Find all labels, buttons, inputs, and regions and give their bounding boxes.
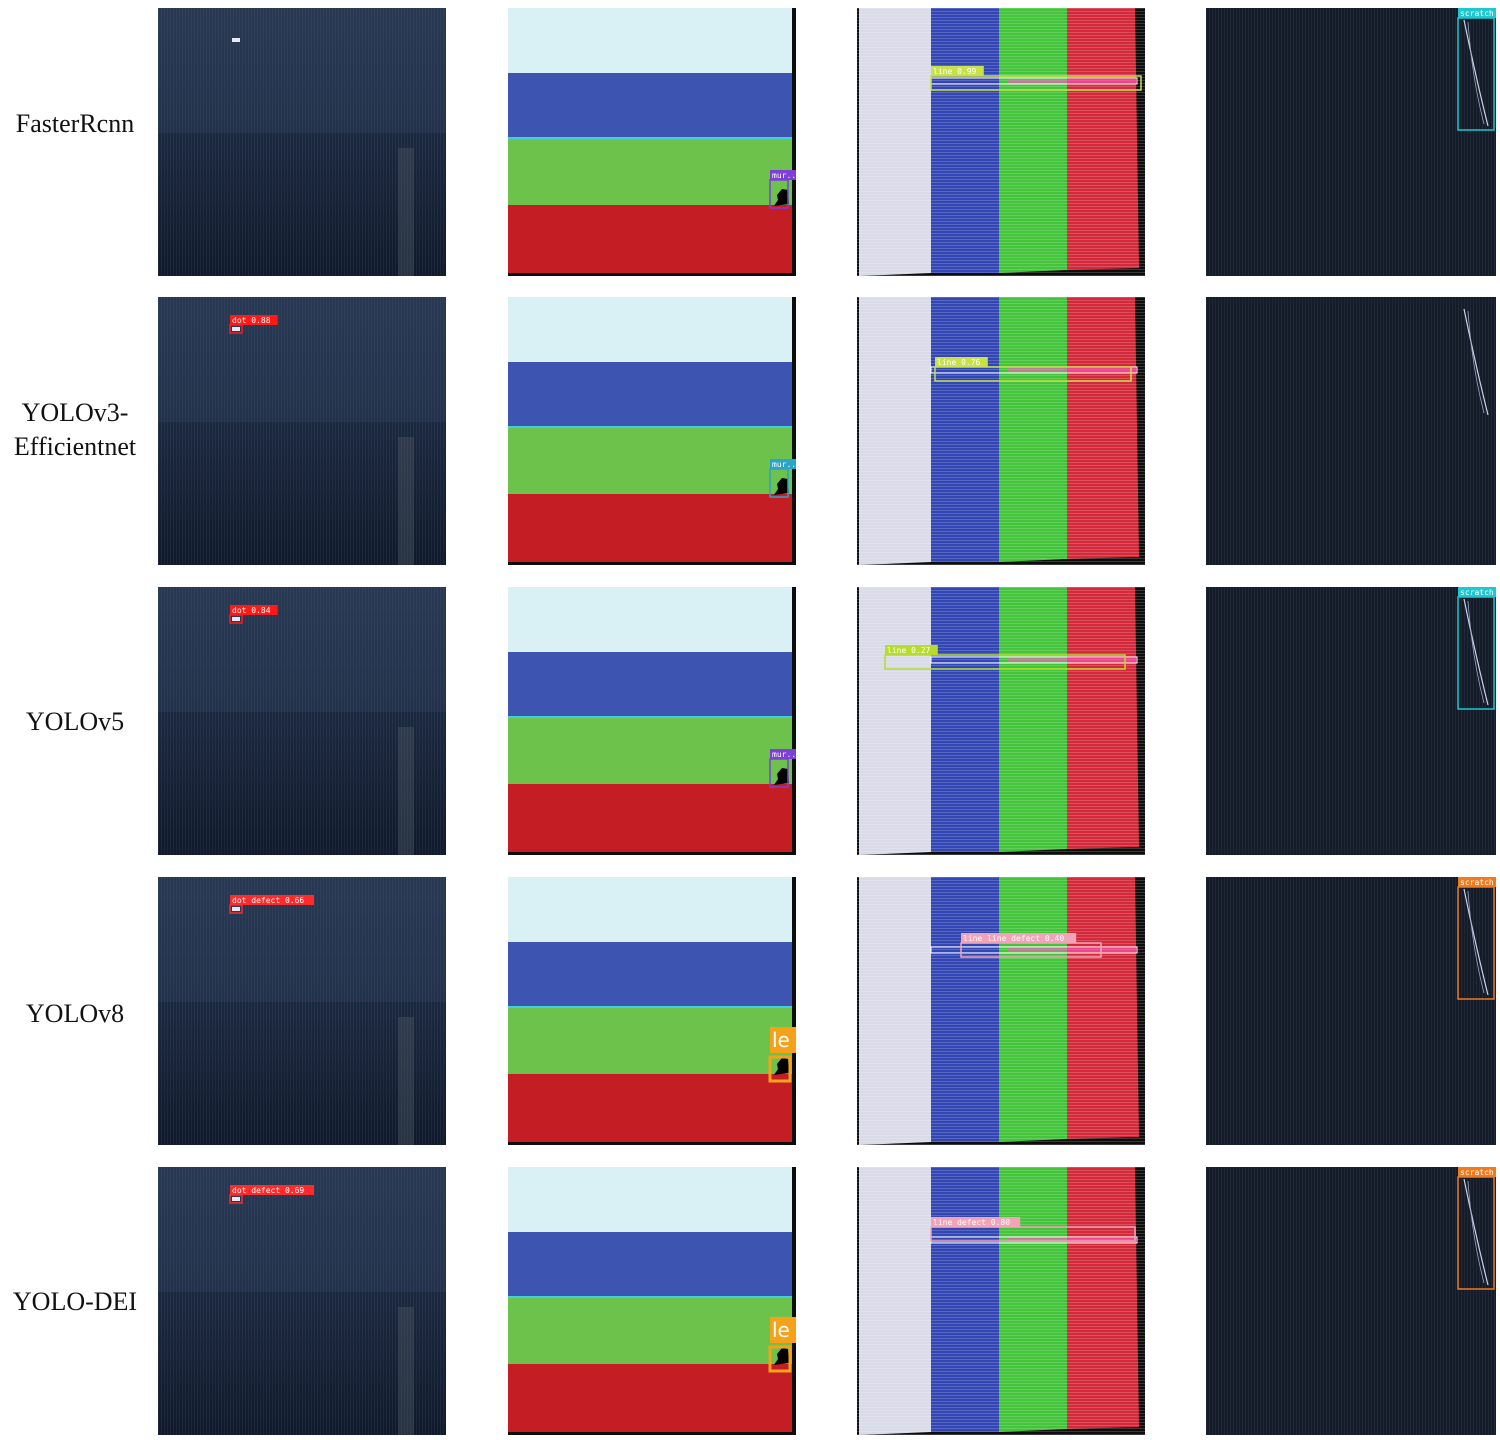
detection-label: dot 0.84 — [232, 606, 271, 615]
detection-label: dot 0.88 — [232, 316, 271, 325]
row-label: YOLO-DEI — [12, 1287, 138, 1316]
detection-label: dot defect 0.66 — [232, 896, 304, 905]
dot-defect-panel: dot 0.84 — [158, 587, 446, 855]
scratch-defect-panel: scratch — [1206, 587, 1496, 855]
detection-label: mur.. — [772, 171, 796, 180]
line-defect-panel: line line defect 0.40 — [857, 877, 1145, 1145]
scratch-defect-panel: scratch — [1206, 877, 1496, 1145]
line-defect-panel: line 0.76 — [857, 297, 1145, 565]
detection-label: line 0.27 — [887, 646, 931, 655]
scratch-defect-panel — [1206, 297, 1496, 565]
row-label: YOLOv3- Efficientnet — [13, 398, 137, 461]
row-label: YOLOv5 — [25, 707, 125, 736]
detection-label: le — [772, 1318, 790, 1342]
row-label: YOLOv8 — [25, 999, 125, 1028]
scratch-defect-panel: scratch — [1206, 1167, 1496, 1435]
detection-label: line line defect 0.40 — [963, 934, 1064, 943]
dot-defect-panel: dot defect 0.66 — [158, 877, 446, 1145]
detection-label: scratch — [1460, 878, 1494, 887]
dot-defect-panel: dot defect 0.69 — [158, 1167, 446, 1435]
row-label: FasterRcnn — [15, 109, 135, 138]
detection-label: scratch — [1460, 588, 1494, 597]
mura-defect-panel: le — [508, 1167, 796, 1435]
dot-defect-panel — [158, 8, 446, 276]
line-defect-panel: line 0.27 — [857, 587, 1145, 855]
line-defect-panel: line 0.99 — [857, 8, 1145, 276]
detection-label: le — [772, 1028, 790, 1052]
detection-label: dot defect 0.69 — [232, 1186, 304, 1195]
detection-label: scratch — [1460, 1168, 1494, 1177]
detection-label: mur.. — [772, 750, 796, 759]
scratch-defect-panel: scratch — [1206, 8, 1496, 276]
line-defect-panel: line defect 0.80 — [857, 1167, 1145, 1435]
detection-label: line 0.99 — [933, 67, 977, 76]
dot-defect-panel: dot 0.88 — [158, 297, 446, 565]
mura-defect-panel: mur.. — [508, 297, 796, 565]
detection-label: line 0.76 — [937, 358, 981, 367]
detection-label: mur.. — [772, 460, 796, 469]
mura-defect-panel: mur.. — [508, 587, 796, 855]
mura-defect-panel: le — [508, 877, 796, 1145]
mura-defect-panel: mur.. — [508, 8, 796, 276]
detection-label: scratch — [1460, 9, 1494, 18]
detection-label: line defect 0.80 — [933, 1218, 1010, 1227]
